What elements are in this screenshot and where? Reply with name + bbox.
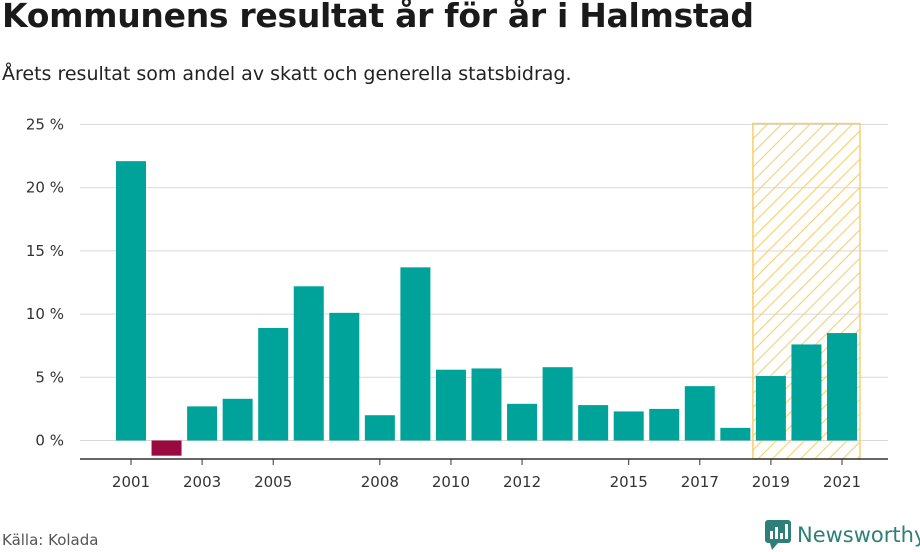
- bar: [542, 367, 573, 441]
- x-axis: [80, 458, 888, 465]
- bar: [649, 408, 680, 441]
- chart-title: Kommunens resultat år för år i Halmstad: [2, 0, 754, 35]
- bar: [400, 267, 431, 441]
- y-tick-label: 0 %: [35, 432, 64, 450]
- x-tick-label: 2008: [361, 473, 399, 491]
- bar: [435, 369, 466, 441]
- newsworthy-logo-icon: [765, 520, 791, 550]
- bars: [116, 161, 857, 456]
- y-tick-label: 25 %: [26, 116, 64, 134]
- y-tick-label: 15 %: [26, 242, 64, 260]
- x-tick-label: 2005: [254, 473, 292, 491]
- bar: [187, 406, 218, 441]
- x-axis-labels: 2001 2003 2005 2008 2010 2012 2015 2017 2019 2021: [112, 473, 861, 491]
- y-tick-label: 10 %: [26, 305, 64, 323]
- bar: [222, 398, 253, 441]
- bar: [116, 161, 146, 441]
- bar: [613, 411, 644, 441]
- x-tick-label: 2010: [432, 473, 470, 491]
- x-tick-label: 2012: [503, 473, 541, 491]
- bar: [329, 312, 360, 441]
- x-tick-label: 2019: [752, 473, 790, 491]
- y-tick-label: 5 %: [35, 368, 64, 386]
- source-note: Källa: Kolada: [2, 531, 99, 549]
- chart-subtitle: Årets resultat som andel av skatt och ge…: [2, 63, 572, 85]
- bar: [791, 344, 822, 441]
- bar: [293, 286, 324, 441]
- y-tick-label: 20 %: [26, 179, 64, 197]
- x-tick-label: 2021: [823, 473, 861, 491]
- x-tick-label: 2001: [112, 473, 150, 491]
- bar: [827, 333, 857, 441]
- brand-name: Newsworthy: [797, 523, 920, 547]
- bar: [720, 427, 751, 441]
- bar: [684, 386, 715, 441]
- bar: [364, 415, 395, 441]
- x-tick-label: 2015: [610, 473, 648, 491]
- bar: [471, 368, 502, 441]
- bar: [507, 403, 538, 441]
- bar: [755, 376, 786, 441]
- bar: [578, 405, 609, 441]
- y-axis-labels: 0 % 5 % 10 % 15 % 20 % 25 %: [26, 116, 64, 450]
- bar: [151, 440, 182, 456]
- x-tick-label: 2003: [183, 473, 221, 491]
- brand-logo: Newsworthy: [765, 520, 920, 550]
- x-tick-label: 2017: [681, 473, 719, 491]
- bar: [258, 328, 289, 441]
